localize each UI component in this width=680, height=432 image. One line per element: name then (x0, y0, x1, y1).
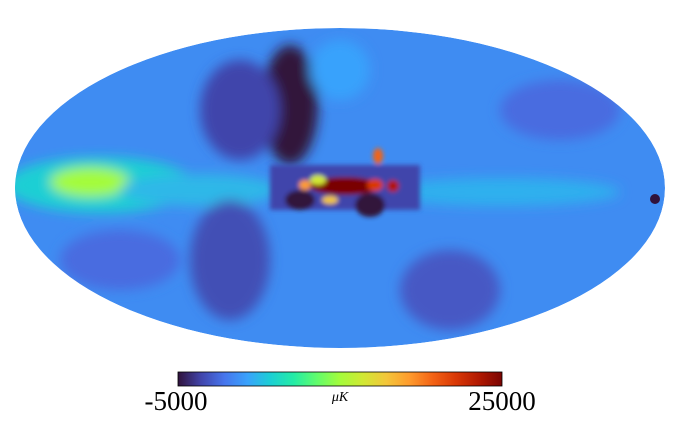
colorbar-min-label: -5000 (145, 386, 208, 416)
colorbar-unit: μK (331, 390, 349, 405)
colorbar-max-label: 25000 (468, 386, 536, 416)
mollweide-map (15, 28, 665, 348)
colorbar (177, 371, 503, 387)
